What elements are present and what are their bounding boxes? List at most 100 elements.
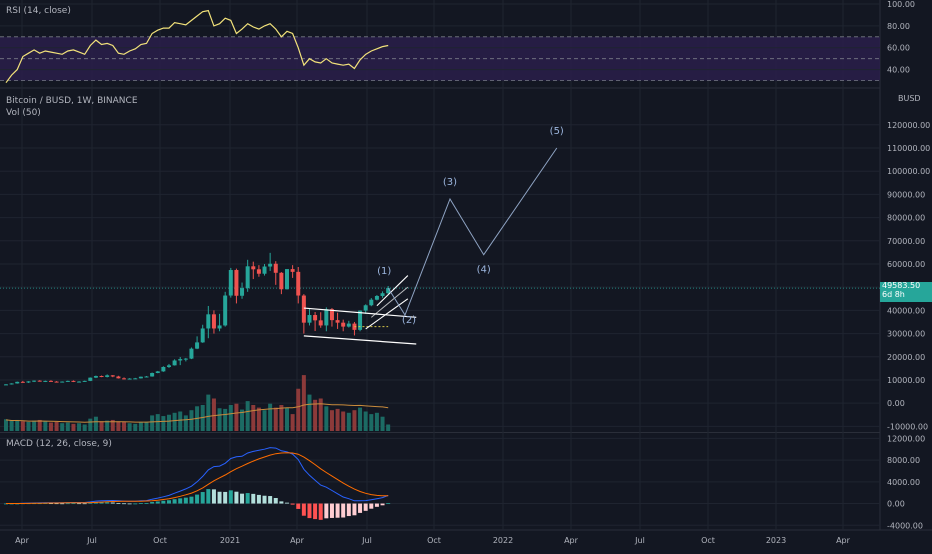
macd-histogram-bar [110,502,115,504]
candle-body [211,314,216,329]
macd-legend[interactable]: MACD (12, 26, close, 9) [6,439,112,449]
volume-bar [240,409,245,431]
candle-body [166,365,171,367]
candle-body [256,269,261,274]
candle-body [43,380,48,382]
price-tick-label: 10000.00 [887,376,925,385]
macd-histogram-bar [245,493,250,504]
candle-body [200,328,205,343]
rsi-tick-label: 40.00 [887,66,910,75]
candle-body [138,376,143,379]
candle-body [110,375,115,377]
time-tick-label: Apr [564,536,579,545]
macd-histogram-bar [166,500,171,504]
price-tick-label: 40000.00 [887,306,925,315]
volume-bar [189,410,194,431]
macd-histogram-bar [262,495,267,504]
candle-body [369,299,374,306]
candle-body [341,322,346,327]
macd-histogram-bar [228,490,233,504]
candle-body [206,314,211,329]
volume-bar [172,412,177,431]
time-axis[interactable]: Apr Jul Oct 2021 Apr Jul Oct 2022 Apr Jul Oct 2023 A… [15,536,851,545]
macd-histogram-bar [178,498,183,504]
volume-bar [313,399,318,431]
volume-bar [183,415,188,431]
price-axis[interactable]: 100.00 80.00 60.00 40.00 120000.00 110000.00 1… [887,0,930,530]
rsi-legend[interactable]: RSI (14, close) [6,6,71,16]
volume-bar [285,407,289,431]
volume-bar [318,398,323,431]
volume-bar [155,414,160,431]
time-tick-label: Jul [634,536,645,545]
candle-body [60,381,65,383]
macd-histogram-bar [290,503,295,505]
macd-histogram-bar [251,493,256,504]
price-tick-label: 90000.00 [887,190,925,199]
macd-histogram-bar [82,503,87,505]
macd-tick-label: 12000.00 [887,434,925,443]
rising-channel-upper [376,275,409,307]
macd-histogram-bar [88,502,93,504]
macd-histogram-bar [93,502,98,504]
volume-bar [54,421,59,431]
volume-bar [99,421,104,431]
candle-body [217,325,222,329]
rising-channel-mid [370,286,409,318]
candle-body [144,376,149,378]
volume-bar [15,419,20,431]
macd-pane [4,447,391,520]
macd-histogram-bar [285,502,289,504]
candle-body [26,381,31,383]
volume-bar [26,421,31,431]
volume-bar [268,403,273,431]
volume-bar [77,423,82,431]
volume-bar [223,408,228,431]
volume-bar [234,403,239,431]
volume-legend[interactable]: Vol (50) [6,108,41,118]
macd-histogram-bar [318,503,323,520]
volume-bar [127,423,132,431]
candle-body [358,310,363,330]
candle-body [290,269,295,272]
macd-histogram-bar [71,503,76,505]
candle-body [301,295,306,323]
macd-histogram-bar [116,503,121,504]
candle-body [363,305,368,311]
volume-bar [228,405,233,431]
volume-bar [82,424,87,431]
volume-ma-line [5,403,389,423]
macd-histogram-bar [374,503,379,507]
candle-body [296,271,301,296]
time-tick-label: Apr [290,536,305,545]
macd-histogram-bar [223,491,228,504]
macd-histogram-bar [105,502,110,504]
macd-histogram-bar [234,491,239,504]
candle-body [228,270,233,296]
macd-histogram-bar [346,503,351,517]
rsi-tick-label: 60.00 [887,44,910,53]
volume-bar [352,410,357,431]
macd-histogram-bar [183,497,188,504]
candle-body [183,358,188,360]
symbol-legend[interactable]: Bitcoin / BUSD, 1W, BINANCE [6,96,138,106]
volume-bar [296,388,301,431]
macd-tick-label: 8000.00 [887,456,920,465]
volume-bar [93,416,98,431]
price-tick-label: 100000.00 [887,167,930,176]
price-tick-label: 80000.00 [887,214,925,223]
candle-body [155,371,160,374]
time-tick-label: Oct [153,536,167,545]
rsi-band [0,36,880,81]
candle-body [172,360,177,366]
candle-body [195,342,200,349]
volume-bar [206,394,211,431]
macd-histogram-bar [144,503,149,504]
volume-bar [20,421,25,431]
price-tick-label: 30000.00 [887,330,925,339]
candle-body [313,315,318,321]
candle-body [178,359,183,361]
last-price-value: 49583.50 [882,281,921,291]
wave-label: (1) [377,266,391,277]
